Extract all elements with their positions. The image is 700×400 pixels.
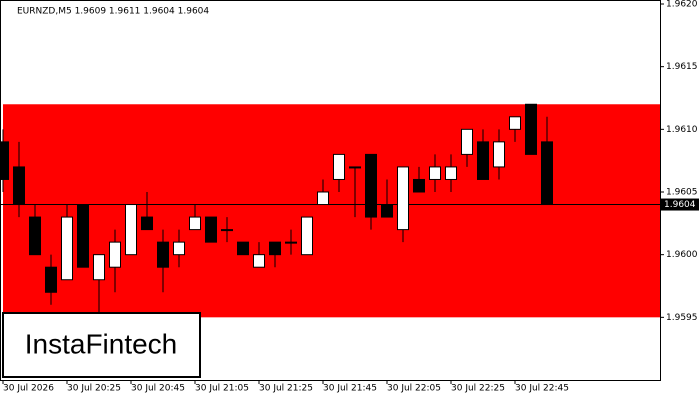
zone [3,104,660,318]
candle-body [0,141,9,180]
candle-body [349,166,361,169]
candle-body [397,166,409,231]
candle-body [541,141,553,206]
x-tick-label: 30 Jul 20:25 [67,384,121,394]
candle-body [493,141,505,168]
candle-body [221,229,233,232]
plot-frame [0,0,661,381]
candle-body [365,153,377,218]
x-tick-label: 30 Jul 21:25 [259,384,313,394]
y-tick-label: 1.9620 [666,0,698,10]
watermark-box [2,312,201,378]
x-tick-label: 30 Jul 21:05 [195,384,249,394]
current-price-box [661,198,699,211]
candle-body [45,266,57,293]
candle-body [173,241,185,256]
candle-body [269,241,281,256]
x-tick-label: 30 Jul 22:25 [451,384,505,394]
candle-body [525,103,537,155]
y-tick-label: 1.9615 [666,62,698,72]
candle-body [77,204,89,268]
candle-body [157,241,169,268]
candle-body [333,153,345,180]
candle-body [93,254,105,281]
candle-body [285,241,297,244]
candle-body [477,141,489,180]
candle-body [141,216,153,231]
x-tick-label: 30 Jul 2026 [3,384,54,394]
candle-body [317,191,329,206]
candle-body [413,178,425,193]
y-tick-label: 1.9595 [666,313,698,323]
candle-body [237,241,249,256]
candle-body [29,216,41,256]
candle-body [253,254,265,268]
x-tick-label: 30 Jul 20:45 [131,384,185,394]
candle-body [301,216,313,256]
candle-body [13,166,25,206]
candle-body [205,216,217,243]
x-tick-label: 30 Jul 22:45 [515,384,569,394]
x-tick-label: 30 Jul 21:45 [323,384,377,394]
candle-body [189,216,201,231]
y-tick-label: 1.9610 [666,125,698,135]
candle-body [445,166,457,180]
watermark: InstaFintech [25,328,178,359]
x-tick-label: 30 Jul 22:05 [387,384,441,394]
candle-body [125,204,137,256]
candle-body [381,204,393,218]
candle-body [461,128,473,155]
current-price-label: 1.9604 [664,200,696,210]
candle-body [61,216,73,281]
candle-body [509,116,521,130]
candle-body [429,166,441,180]
candle-body [109,241,121,268]
chart-title: EURNZD,M5 1.9609 1.9611 1.9604 1.9604 [17,7,209,17]
y-tick-label: 1.9600 [666,250,698,260]
y-tick-label: 1.9605 [666,188,698,198]
